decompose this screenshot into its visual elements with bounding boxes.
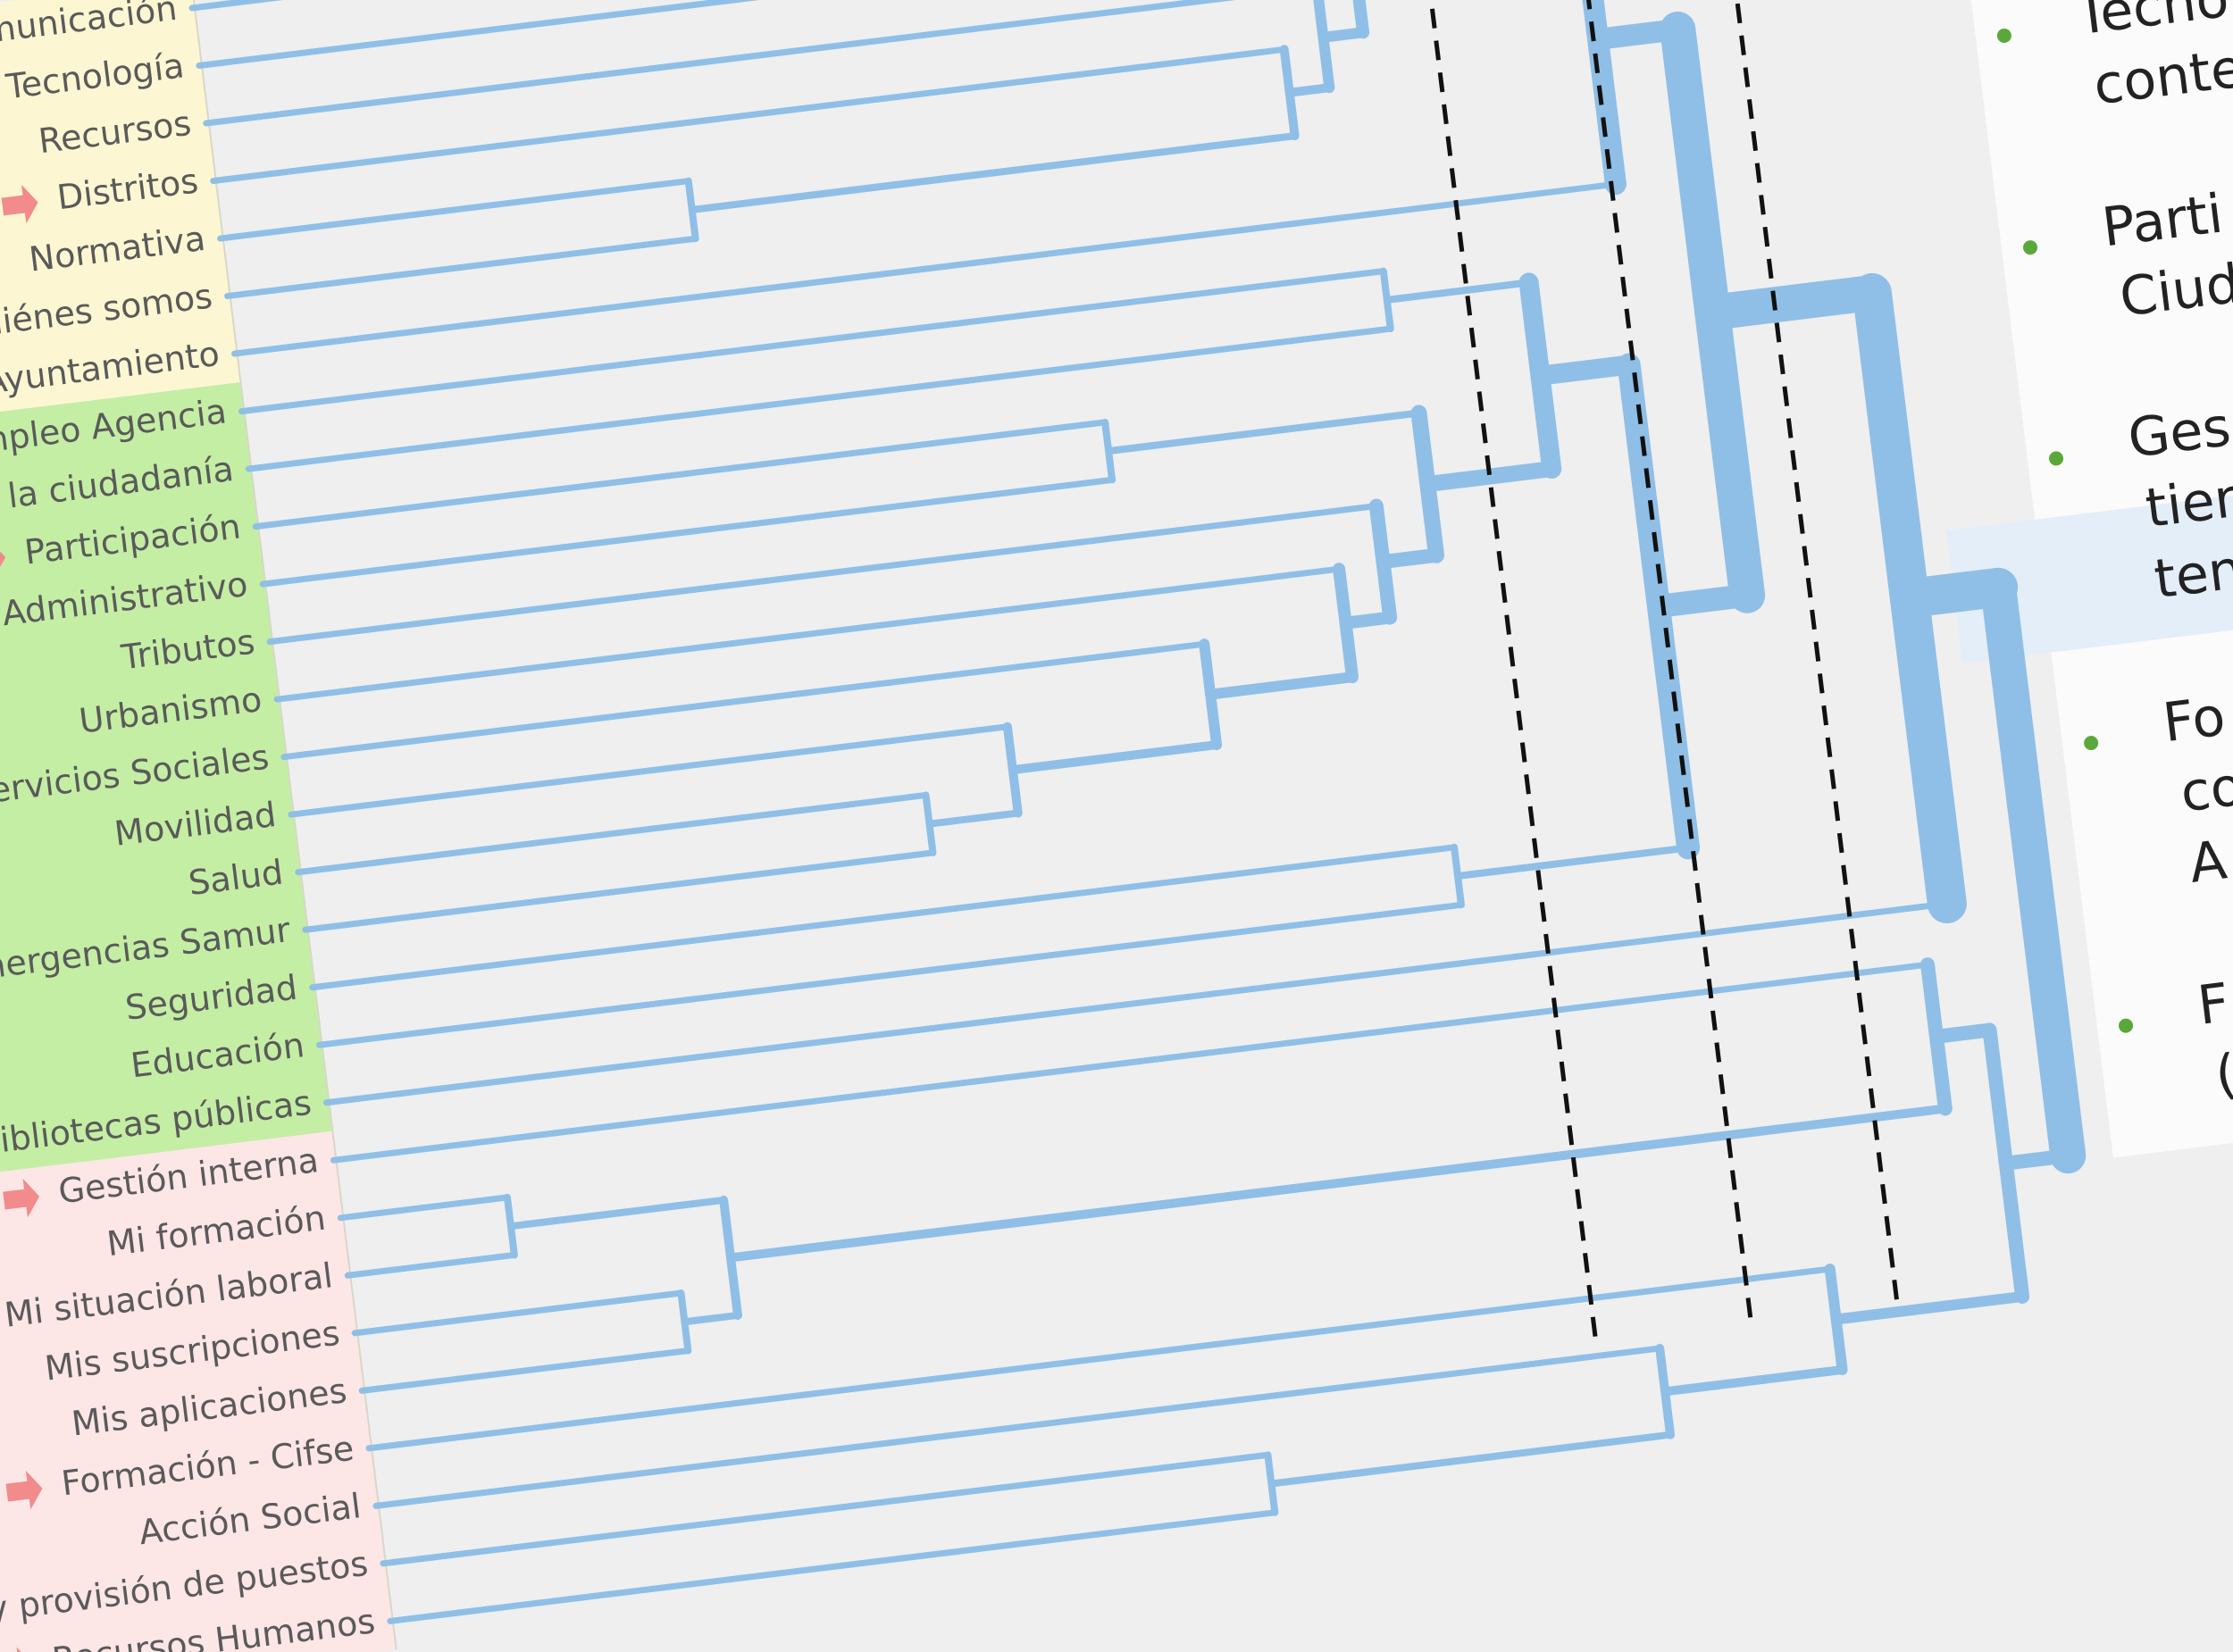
branch	[210, 46, 1288, 185]
branch	[337, 1194, 511, 1222]
branch	[224, 235, 699, 300]
branch	[231, 180, 1619, 357]
bullet-dot	[2049, 451, 2064, 466]
branch	[1008, 740, 1222, 775]
branch	[1339, 611, 1397, 630]
branch	[203, 0, 1320, 127]
bullet-text: tier	[2142, 467, 2233, 540]
branch	[273, 565, 1342, 703]
branch	[506, 1196, 728, 1231]
highlight-band	[1945, 443, 2233, 663]
branch	[1454, 844, 1693, 880]
branch	[196, 0, 1353, 70]
branch	[259, 476, 1116, 588]
branch	[1830, 1290, 2028, 1325]
branch	[288, 723, 1011, 818]
bullet-text: F	[2195, 972, 2233, 1038]
branch	[330, 961, 1931, 1164]
branch	[380, 1451, 1271, 1567]
bullet-text: Ges	[2125, 396, 2233, 470]
branch	[217, 178, 692, 242]
bullet-dot	[1996, 28, 2011, 43]
cut-line	[1692, 0, 1901, 1311]
branch	[1383, 279, 1533, 304]
marker-arrow	[1, 184, 38, 224]
label-group-background	[0, 1131, 397, 1652]
cut-line	[1391, 0, 1599, 1347]
branch	[681, 1311, 741, 1326]
bullet-dot	[2023, 240, 2038, 255]
branch	[351, 1289, 684, 1337]
branch	[1660, 1364, 1847, 1397]
branch	[1376, 547, 1444, 570]
bullet-dot	[2084, 736, 2099, 751]
cut-line	[1545, 0, 1754, 1329]
branch	[252, 419, 1108, 530]
branch	[295, 791, 930, 876]
marker-arrow	[5, 1470, 43, 1510]
branch	[1105, 409, 1423, 455]
branch	[302, 849, 936, 933]
branch	[1694, 274, 1890, 330]
branch	[344, 1251, 518, 1279]
branch	[1928, 1022, 1997, 1044]
marker-arrow	[3, 1178, 40, 1218]
branch	[1284, 83, 1334, 97]
branch	[365, 1265, 1834, 1452]
label-backgrounds	[0, 0, 397, 1652]
label-group-background	[0, 381, 333, 1214]
bullet-text: co	[2178, 755, 2233, 825]
dendrogram	[188, 0, 2087, 1624]
branch	[280, 640, 1208, 761]
bullet-text: Ciud	[2116, 253, 2233, 330]
bullet-text: (	[2212, 1043, 2233, 1107]
cut-lines	[1391, 0, 1901, 1347]
branch	[688, 132, 1299, 213]
branch	[1267, 1431, 1675, 1488]
branch	[1419, 461, 1560, 493]
branch	[1205, 672, 1358, 700]
branch	[323, 900, 1951, 1106]
label-group-background	[0, 0, 241, 464]
branch	[387, 1509, 1278, 1624]
bullet-text: Parti	[2099, 183, 2227, 260]
bullet-text: Fo	[2160, 685, 2229, 755]
branch	[925, 809, 1022, 828]
branch	[358, 1347, 691, 1394]
branch	[372, 1345, 1663, 1509]
branch	[309, 844, 1458, 991]
text-card	[1908, 0, 2233, 1158]
bullet-dot	[2119, 1018, 2134, 1033]
branch	[238, 268, 1387, 415]
branch	[726, 1104, 1950, 1263]
branch	[245, 325, 1394, 472]
branch	[1980, 569, 2087, 1174]
branch	[1530, 355, 1639, 386]
bullet-text: A	[2186, 829, 2229, 895]
branch	[1343, 0, 1370, 39]
bullet-text: ten	[2151, 538, 2233, 611]
branch	[1317, 27, 1369, 43]
branch	[266, 503, 1380, 646]
branch	[316, 901, 1465, 1048]
